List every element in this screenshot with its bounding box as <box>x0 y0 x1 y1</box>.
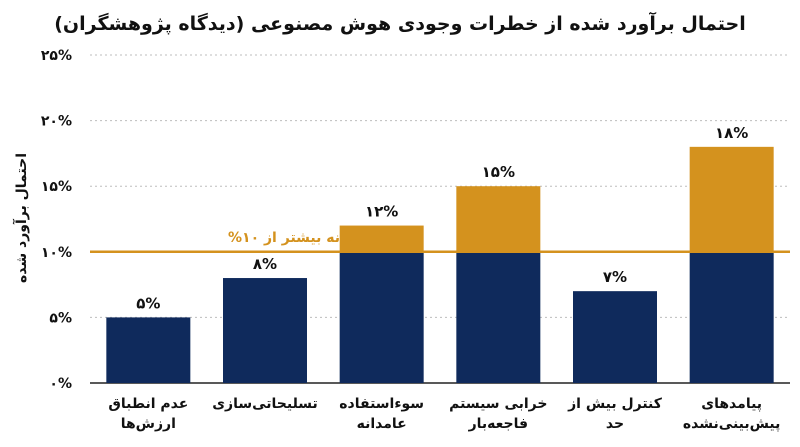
x-axis-ticks: عدم انطباق ارزش‌ها تسلیحاتی‌سازی سوءاستفاده… <box>108 396 780 432</box>
bar-value-label: ۱۸% <box>715 124 748 142</box>
bar-value-label: ۸% <box>253 255 277 273</box>
x-tick-label: حد <box>606 416 624 432</box>
threshold: آستانه بیشتر از ۱۰% <box>90 228 790 254</box>
y-tick-label: ۵% <box>49 310 72 326</box>
bar-value-label: ۱۲% <box>365 203 398 221</box>
y-tick-label: ۱۰% <box>41 245 72 261</box>
y-axis-ticks: ۰% ۵% ۱۰% ۱۵% ۲۰% ۲۵% <box>41 48 72 392</box>
bar-segment-above-threshold <box>456 186 541 252</box>
bar-segment-below-threshold <box>106 317 191 383</box>
bar-segment-below-threshold <box>339 251 424 383</box>
bars <box>106 146 774 383</box>
x-tick-label: ارزش‌ها <box>121 416 176 432</box>
x-tick-label: پیامدهای <box>701 396 762 412</box>
y-axis-title: احتمال برآورد شده <box>12 153 30 283</box>
x-tick-label: پیش‌بینی‌نشده <box>683 416 780 432</box>
value-labels: ۵% ۸% ۱۲% ۱۵% ۷% ۱۸% <box>136 124 748 313</box>
bar-segment-below-threshold <box>223 278 307 383</box>
y-tick-label: ۱۵% <box>41 179 72 195</box>
x-tick-label: فاجعه‌بار <box>468 416 528 432</box>
bar-value-label: ۱۵% <box>482 163 515 181</box>
chart-title: احتمال برآورد شده از خطرات وجودی هوش مصن… <box>54 11 746 35</box>
bar-value-label: ۷% <box>603 268 627 286</box>
bar-segment-above-threshold <box>339 225 424 252</box>
y-tick-label: ۰% <box>49 376 72 392</box>
y-tick-label: ۲۰% <box>41 114 72 130</box>
x-tick-label: خرابی سیستم <box>449 396 547 412</box>
bar-segment-below-threshold <box>689 251 774 383</box>
x-tick-label: عدم انطباق <box>108 396 188 412</box>
x-tick-label: سوءاستفاده <box>339 396 424 412</box>
bar-segment-below-threshold <box>573 291 657 383</box>
bar-segment-below-threshold <box>456 251 541 383</box>
y-tick-label: ۲۵% <box>41 48 72 64</box>
x-tick-label: عامدانه <box>357 416 407 432</box>
bar-segment-above-threshold <box>689 146 774 252</box>
threshold-label: آستانه بیشتر از ۱۰% <box>228 228 371 246</box>
x-tick-label: تسلیحاتی‌سازی <box>212 396 318 412</box>
x-tick-label: کنترل بیش از <box>567 396 663 412</box>
gridlines <box>90 54 790 384</box>
bar-value-label: ۵% <box>136 294 160 312</box>
